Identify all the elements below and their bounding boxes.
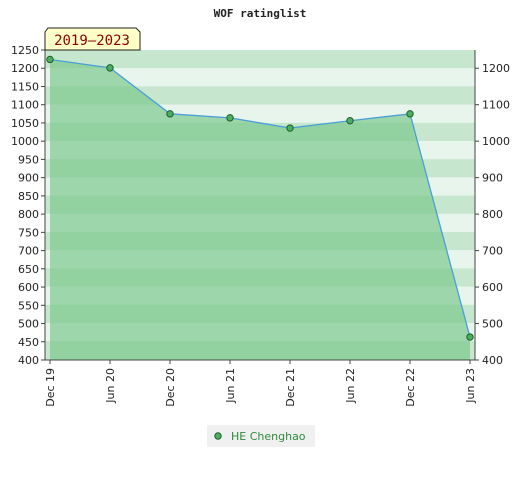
legend[interactable]: HE Chenghao (207, 425, 315, 447)
plot-band (45, 113, 475, 123)
right-tick-label: 800 (482, 208, 503, 221)
left-tick-label: 550 (18, 299, 39, 312)
plot-band (45, 104, 475, 114)
x-tick-label: Dec 22 (404, 368, 417, 407)
series-line-path (49, 58, 471, 338)
plot-band (45, 68, 475, 78)
data-point (466, 333, 474, 341)
legend-label: HE Chenghao (231, 430, 306, 443)
left-tick-label: 450 (18, 336, 39, 349)
left-tick-label: 850 (18, 190, 39, 203)
x-tick-label: Dec 19 (44, 368, 57, 407)
left-tick-label: 650 (18, 263, 39, 276)
plot-band (45, 86, 475, 96)
left-tick-label: 1050 (11, 117, 39, 130)
legend-box (207, 425, 315, 447)
left-tick-label: 1200 (11, 62, 39, 75)
data-point (46, 55, 54, 64)
right-tick-label: 500 (482, 318, 503, 331)
left-tick-label: 1100 (11, 99, 39, 112)
left-tick-label: 900 (18, 172, 39, 185)
plot-band (45, 59, 475, 69)
left-tick-label: 800 (18, 208, 39, 221)
right-tick-label: 700 (482, 245, 503, 258)
right-tick-label: 600 (482, 281, 503, 294)
data-point (346, 117, 354, 125)
x-tick-label: Jun 21 (224, 368, 237, 404)
data-point (286, 124, 294, 132)
data-point (166, 110, 174, 118)
period-badge-box (44, 27, 141, 51)
left-tick-label: 1000 (11, 135, 39, 148)
data-point (226, 114, 234, 122)
series-area (50, 59, 470, 360)
legend-marker (214, 432, 222, 440)
left-tick-label: 500 (18, 318, 39, 331)
left-tick-label: 700 (18, 245, 39, 258)
series-markers (46, 55, 474, 341)
right-tick-label: 1000 (482, 135, 510, 148)
right-tick-label: 400 (482, 354, 503, 367)
plot-band (45, 77, 475, 87)
right-tick-label: 900 (482, 172, 503, 185)
period-badge: 2019–2023 (44, 27, 141, 51)
x-tick-label: Dec 20 (164, 368, 177, 407)
left-tick-label: 750 (18, 226, 39, 239)
right-axis: 400 500 600 700 800 900 1000 1100 1200 (474, 50, 510, 367)
left-tick-label: 400 (18, 354, 39, 367)
left-tick-label: 950 (18, 153, 39, 166)
period-badge-label: 2019–2023 (54, 33, 130, 49)
left-tick-label: 1150 (11, 80, 39, 93)
right-tick-label: 1100 (482, 99, 510, 112)
chart-title: WOF ratinglist (214, 7, 307, 20)
left-axis: 400 450 500 550 600 650 700 750 800 850 900 950 1000… (11, 44, 46, 367)
series-line (49, 58, 471, 338)
x-tick-label: Jun 23 (464, 368, 477, 404)
left-tick-label: 1250 (11, 44, 39, 57)
right-tick-label: 1200 (482, 62, 510, 75)
x-tick-label: Jun 22 (344, 368, 357, 404)
area-fill (50, 59, 470, 360)
left-tick-label: 600 (18, 281, 39, 294)
x-tick-label: Jun 20 (104, 368, 117, 404)
plot-band (45, 50, 475, 60)
x-axis: Dec 19 Jun 20 Dec 20 Jun 21 Dec 21 Jun 22 Dec … (44, 359, 477, 407)
plot-band (45, 95, 475, 105)
data-point (106, 64, 114, 72)
x-tick-label: Dec 21 (284, 368, 297, 407)
data-point (406, 110, 414, 118)
